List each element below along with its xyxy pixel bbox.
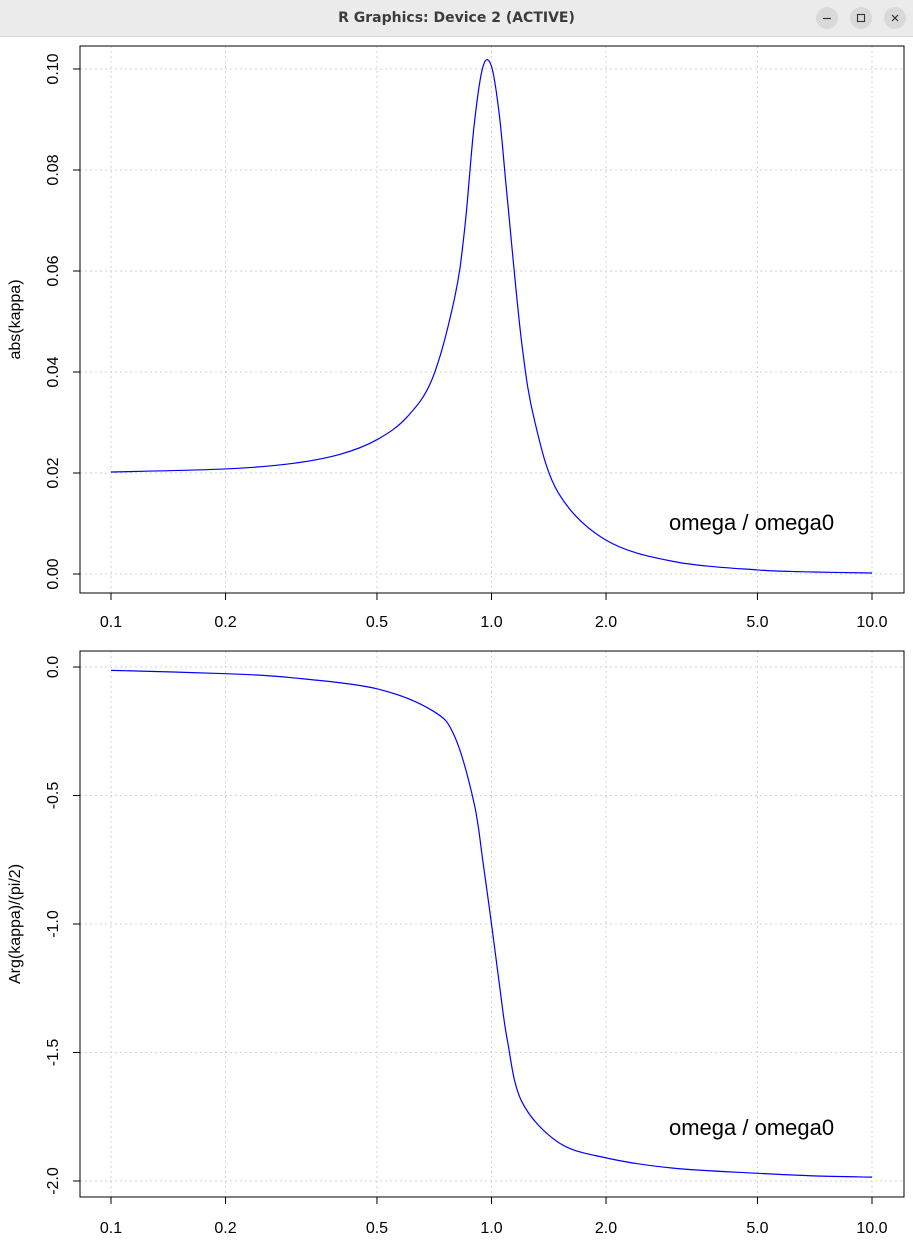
minimize-icon — [823, 17, 831, 20]
panel-1-y-tick-label: 0.10 — [45, 53, 62, 84]
panel-2-annotation-label: omega / omega0 — [669, 1115, 834, 1140]
panel-2-x-tick-label: 0.2 — [214, 1220, 236, 1237]
minimize-button[interactable] — [816, 7, 838, 29]
panel-2-y-tick-label: 0.0 — [45, 656, 62, 678]
panel-1-x-tick-label: 5.0 — [746, 614, 768, 631]
panel-1-x-tick-label: 10.0 — [856, 614, 887, 631]
panel-1-x-tick-label: 1.0 — [480, 614, 502, 631]
window-titlebar: R Graphics: Device 2 (ACTIVE) — [0, 0, 913, 37]
close-icon — [891, 14, 899, 22]
maximize-button[interactable] — [850, 7, 872, 29]
panel-2-series-line — [110, 669, 873, 1178]
panel-2-x-tick-label: 1.0 — [480, 1220, 502, 1237]
panel-1-x-tick-label: 0.2 — [214, 614, 236, 631]
panel-2-x-tick-label: 2.0 — [595, 1220, 617, 1237]
panel-2-y-tick-label: -1.0 — [45, 910, 62, 938]
panel-2-x-tick-label: 5.0 — [746, 1220, 768, 1237]
panel-2-y-tick-label: -2.0 — [45, 1167, 62, 1195]
panel-1-y-tick-label: 0.00 — [45, 558, 62, 589]
maximize-icon — [856, 13, 866, 23]
panel-2-x-tick-label: 0.1 — [100, 1220, 122, 1237]
panel-1-annotation-label: omega / omega0 — [669, 510, 834, 535]
panel-1-y-axis-title: abs(kappa) — [7, 279, 24, 359]
panel-2-y-axis-title: Arg(kappa)/(pi/2) — [7, 864, 24, 984]
window-title: R Graphics: Device 2 (ACTIVE) — [338, 10, 575, 26]
close-button[interactable] — [884, 7, 906, 29]
graphics-device: 0.1 0.2 0.5 1.0 2.0 5.0 10.0 0.00 0.02 0.04 0.06 0.… — [0, 37, 913, 1245]
panel-2-y-tick-label: -0.5 — [45, 782, 62, 810]
panel-1-y-tick-label: 0.08 — [45, 154, 62, 185]
panel-1-x-tick-label: 2.0 — [595, 614, 617, 631]
panel-1-series-line — [110, 59, 873, 574]
panel-2-x-tick-label: 0.5 — [366, 1220, 388, 1237]
panel-1-y-tick-label: 0.06 — [45, 255, 62, 286]
panel-1-y-tick-label: 0.02 — [45, 457, 62, 488]
panel-1-x-tick-label: 0.5 — [366, 614, 388, 631]
panel-1-x-tick-label: 0.1 — [100, 614, 122, 631]
panel-2-y-tick-label: -1.5 — [45, 1039, 62, 1067]
panel-2-x-tick-label: 10.0 — [856, 1220, 887, 1237]
plot-canvas: 0.1 0.2 0.5 1.0 2.0 5.0 10.0 0.00 0.02 0.04 0.06 0.… — [7, 45, 905, 1237]
panel-1-y-tick-label: 0.04 — [45, 356, 62, 387]
